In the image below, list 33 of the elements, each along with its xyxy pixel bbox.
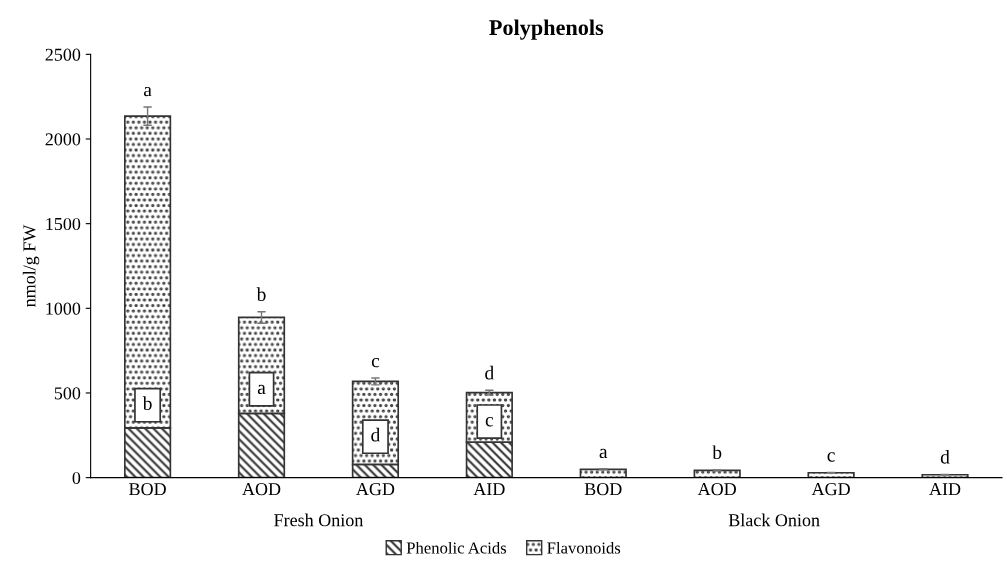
legend-label: Flavonoids [547, 541, 621, 554]
y-tick-label: 2500 [45, 48, 81, 61]
text: Fresh Onion [274, 513, 364, 527]
y-tick-label: 1500 [46, 217, 81, 231]
x-tick-label: AGD [356, 483, 395, 496]
y-tick-label: 0 [72, 471, 81, 485]
data-label: d [485, 365, 494, 380]
x-tick-label: AID [473, 483, 505, 496]
bar [579, 468, 627, 478]
text: Black Onion [728, 513, 820, 527]
x-tick-label: AOD [242, 483, 281, 496]
x-tick-label: BOD [584, 483, 622, 496]
data-label: b [712, 445, 722, 460]
data-label: c [827, 452, 835, 462]
chart-title: Polyphenols [489, 19, 604, 40]
x-tick-label: AGD [811, 483, 850, 496]
y-axis-title: nmol/g FW [22, 224, 40, 307]
data-label: c [371, 357, 380, 368]
y-tick-label: 2000 [45, 133, 81, 146]
data-label: d [940, 450, 950, 464]
legend-label: Phenolic Acids [406, 541, 507, 554]
annotation: d [371, 427, 381, 442]
annotation: a [257, 384, 266, 395]
annotation: c [485, 417, 494, 427]
data-label: a [599, 448, 608, 459]
y-tick-label: 1000 [46, 302, 81, 315]
data-label: b [256, 287, 266, 301]
x-tick-label: AID [929, 483, 961, 496]
data-label: a [143, 86, 152, 97]
annotation: b [142, 396, 152, 411]
y-tick-label: 500 [54, 387, 81, 400]
x-tick-label: AOD [697, 483, 737, 496]
x-tick-label: BOD [129, 483, 166, 496]
